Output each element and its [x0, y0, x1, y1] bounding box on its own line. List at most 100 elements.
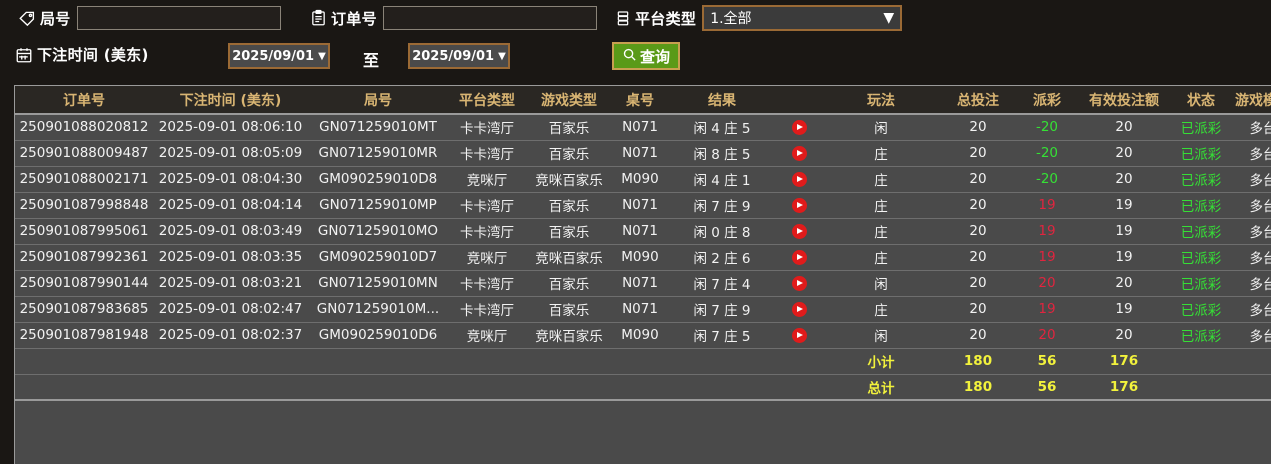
- bet-time-to-picker[interactable]: 2025/09/01 ▼: [408, 43, 510, 69]
- cell-replay: [776, 296, 822, 323]
- cell-game-type: 百家乐: [526, 114, 612, 141]
- search-button[interactable]: 查询: [612, 42, 681, 70]
- platform-type-selected-value: 1.全部: [710, 11, 752, 27]
- column-header-payout[interactable]: 派彩: [1016, 86, 1078, 115]
- cell-total-bet: 20: [940, 244, 1016, 271]
- cell-play-type: 庄: [822, 166, 940, 193]
- order-no-field-group: 订单号: [310, 6, 597, 30]
- bet-time-label: 下注时间 (美东): [37, 46, 149, 64]
- search-icon: [622, 47, 637, 66]
- cell-replay: [776, 192, 822, 219]
- cell-result: 闲 4 庄 5: [668, 114, 776, 141]
- table-row[interactable]: 250901087998848 2025-09-01 08:04:14 GN0712…: [15, 192, 1271, 219]
- cell-valid-bet: 20: [1078, 166, 1170, 193]
- round-no-input[interactable]: [76, 6, 281, 30]
- play-replay-icon[interactable]: [791, 301, 807, 317]
- cell-status: 已派彩: [1170, 218, 1232, 245]
- cell-payout: 20: [1016, 270, 1078, 297]
- column-header-valid-bet[interactable]: 有效投注额: [1078, 86, 1170, 115]
- play-replay-icon[interactable]: [791, 249, 807, 265]
- play-replay-icon[interactable]: [791, 145, 807, 161]
- cell-play-type: 庄: [822, 192, 940, 219]
- cell-play-type: 闲: [822, 270, 940, 297]
- column-header-play-type[interactable]: 玩法: [822, 86, 940, 115]
- cell-game-mode: 多台: [1232, 166, 1271, 193]
- cell-platform-type: 卡卡湾厅: [448, 218, 526, 245]
- cell-status: 已派彩: [1170, 322, 1232, 349]
- cell-payout: -20: [1016, 166, 1078, 193]
- date-range-separator-label: 至: [363, 51, 380, 70]
- column-header-total-bet[interactable]: 总投注: [940, 86, 1016, 115]
- order-no-input[interactable]: [382, 6, 597, 30]
- table-row[interactable]: 250901087995061 2025-09-01 08:03:49 GN0712…: [15, 218, 1271, 245]
- table-row[interactable]: 250901088002171 2025-09-01 08:04:30 GM0902…: [15, 166, 1271, 193]
- table-row[interactable]: 250901088020812 2025-09-01 08:06:10 GN0712…: [15, 114, 1271, 141]
- cell-table-no: M090: [612, 244, 668, 271]
- column-header-order-no[interactable]: 订单号: [15, 86, 153, 115]
- platform-type-label: 平台类型: [635, 9, 697, 28]
- table-row[interactable]: 250901087992361 2025-09-01 08:03:35 GM0902…: [15, 244, 1271, 271]
- column-header-bet-time[interactable]: 下注时间 (美东): [153, 86, 308, 115]
- cell-replay: [776, 140, 822, 167]
- table-row[interactable]: 250901087983685 2025-09-01 08:02:47 GN0712…: [15, 296, 1271, 323]
- column-header-result[interactable]: 结果: [668, 86, 776, 115]
- platform-type-select[interactable]: 1.全部 ▼: [702, 5, 903, 31]
- filter-bar: 局号 订单号: [0, 0, 1271, 85]
- cell-game-type: 竞咪百家乐: [526, 244, 612, 271]
- cell-game-type: 百家乐: [526, 192, 612, 219]
- cell-valid-bet: 20: [1078, 140, 1170, 167]
- play-replay-icon[interactable]: [791, 275, 807, 291]
- bet-time-from-value: 2025/09/01: [232, 48, 315, 64]
- cell-round-no: GM090259010D8: [308, 166, 448, 193]
- cell-valid-bet: 19: [1078, 192, 1170, 219]
- cell-result: 闲 7 庄 5: [668, 322, 776, 349]
- table-row[interactable]: 250901087981948 2025-09-01 08:02:37 GM0902…: [15, 322, 1271, 349]
- bet-time-from-picker[interactable]: 2025/09/01 ▼: [228, 43, 330, 69]
- cell-status: 已派彩: [1170, 140, 1232, 167]
- cell-game-mode: 多台: [1232, 322, 1271, 349]
- table-row[interactable]: 250901087990144 2025-09-01 08:03:21 GN0712…: [15, 270, 1271, 297]
- cell-order-no: 250901088009487: [15, 140, 153, 167]
- cell-status: 已派彩: [1170, 270, 1232, 297]
- cell-round-no: GN071259010MP: [308, 192, 448, 219]
- column-header-status[interactable]: 状态: [1170, 86, 1232, 115]
- bet-history-table-container[interactable]: 订单号 下注时间 (美东) 局号 平台类型 游戏类型 桌号 结果 玩法 总投注 …: [14, 85, 1271, 464]
- cell-total-bet: 20: [940, 296, 1016, 323]
- cell-bet-time: 2025-09-01 08:03:49: [153, 218, 308, 245]
- cell-game-mode: 多台: [1232, 244, 1271, 271]
- column-header-game-type[interactable]: 游戏类型: [526, 86, 612, 115]
- chevron-down-icon: ▼: [318, 50, 326, 62]
- cell-empty: [526, 374, 612, 401]
- cell-bet-time: 2025-09-01 08:03:21: [153, 270, 308, 297]
- cell-order-no: 250901087992361: [15, 244, 153, 271]
- cell-order-no: 250901087981948: [15, 322, 153, 349]
- play-replay-icon[interactable]: [791, 171, 807, 187]
- table-row[interactable]: 250901088009487 2025-09-01 08:05:09 GN0712…: [15, 140, 1271, 167]
- round-no-label: 局号: [40, 9, 71, 28]
- play-replay-icon[interactable]: [791, 327, 807, 343]
- cell-play-type: 庄: [822, 140, 940, 167]
- cell-platform-type: 卡卡湾厅: [448, 270, 526, 297]
- cell-order-no: 250901087990144: [15, 270, 153, 297]
- cell-round-no: GM090259010D7: [308, 244, 448, 271]
- column-header-table-no[interactable]: 桌号: [612, 86, 668, 115]
- play-replay-icon[interactable]: [791, 119, 807, 135]
- column-header-game-mode[interactable]: 游戏模式: [1232, 86, 1271, 115]
- list-icon: [615, 9, 631, 27]
- cell-platform-type: 竞咪厅: [448, 166, 526, 193]
- cell-round-no: GN071259010MR: [308, 140, 448, 167]
- cell-table-no: N071: [612, 192, 668, 219]
- play-replay-icon[interactable]: [791, 223, 807, 239]
- cell-payout: 20: [1016, 322, 1078, 349]
- column-header-platform-type[interactable]: 平台类型: [448, 86, 526, 115]
- cell-order-no: 250901087983685: [15, 296, 153, 323]
- cell-result: 闲 2 庄 6: [668, 244, 776, 271]
- play-replay-icon[interactable]: [791, 197, 807, 213]
- cell-game-type: 百家乐: [526, 218, 612, 245]
- column-header-round-no[interactable]: 局号: [308, 86, 448, 115]
- cell-payout: 19: [1016, 296, 1078, 323]
- cell-payout: -20: [1016, 140, 1078, 167]
- cell-total-bet: 20: [940, 114, 1016, 141]
- cell-result: 闲 0 庄 8: [668, 218, 776, 245]
- cell-replay: [776, 244, 822, 271]
